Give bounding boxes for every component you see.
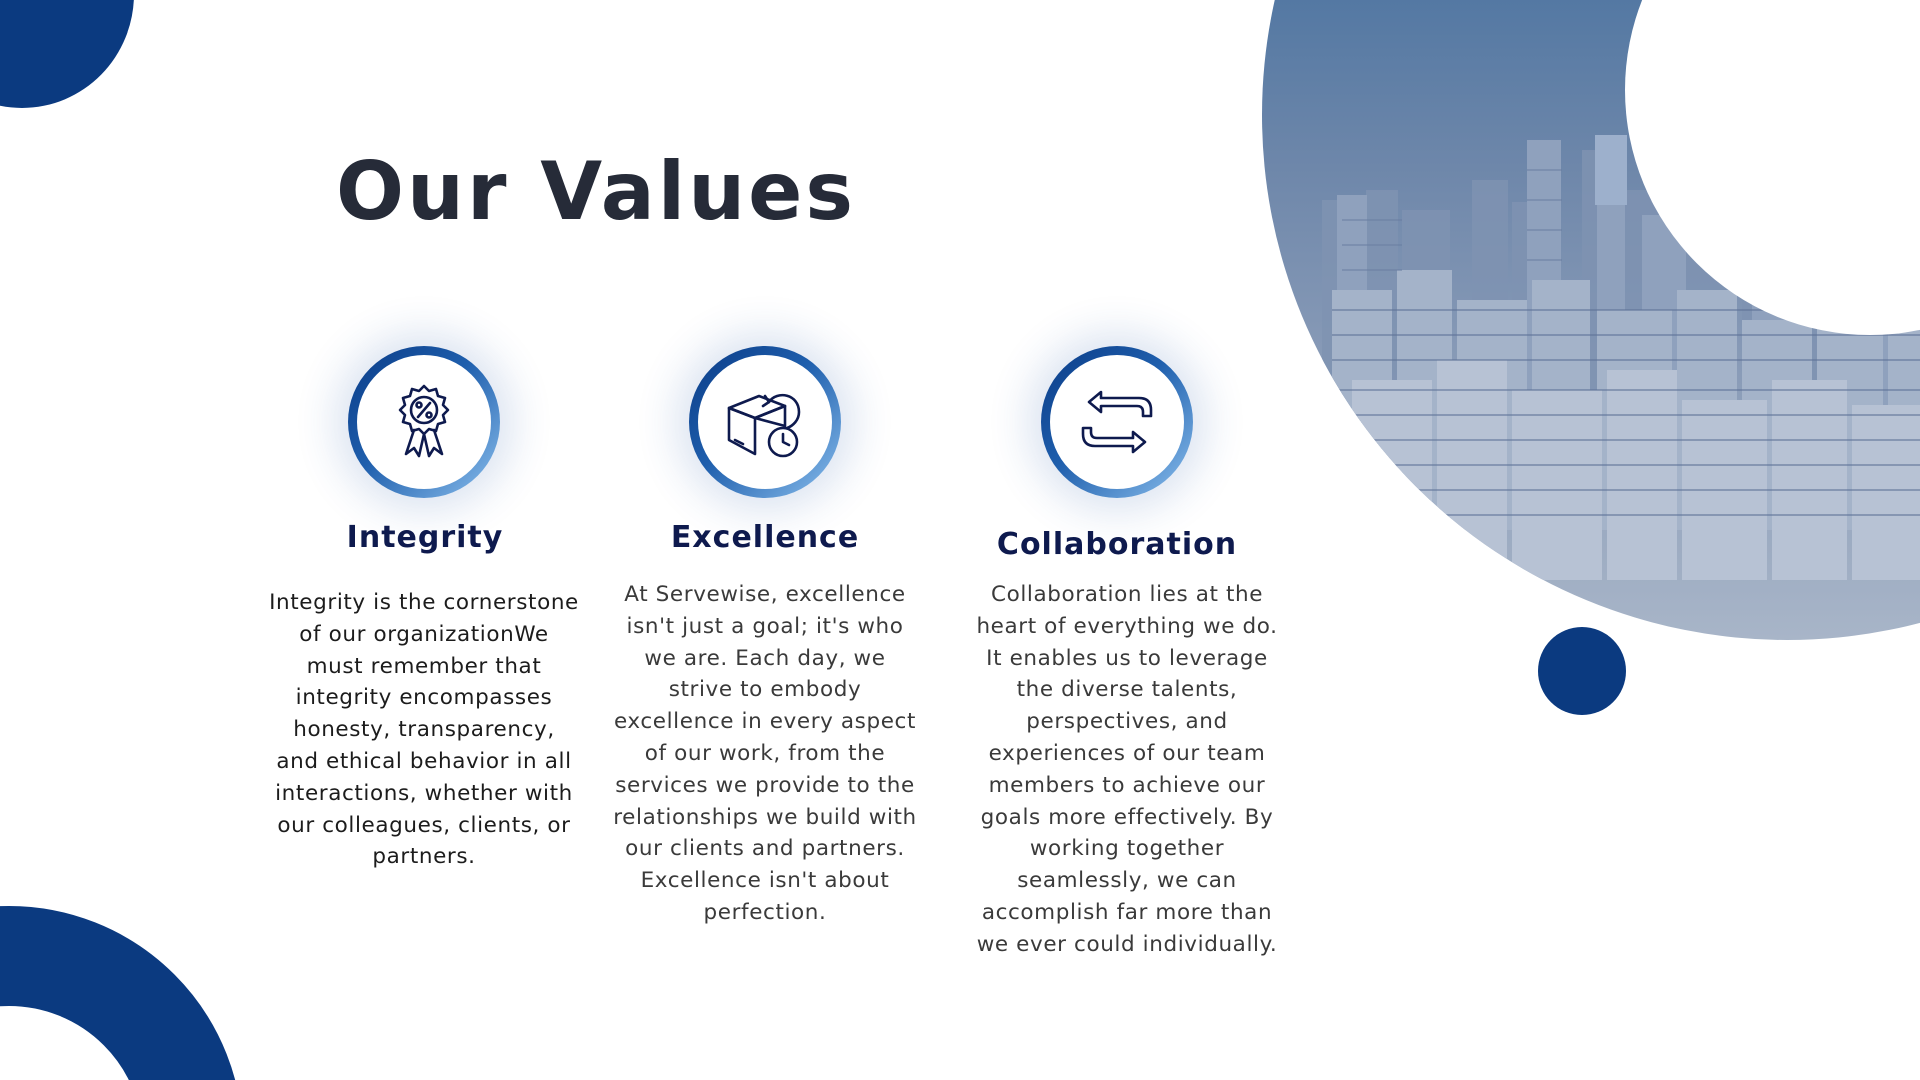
exchange-arrows-icon bbox=[1081, 390, 1153, 454]
value-text-collaboration: Collaboration lies at the heart of every… bbox=[976, 582, 1278, 957]
value-heading-collaboration: Collaboration bbox=[996, 527, 1238, 562]
value-heading-integrity: Integrity bbox=[346, 520, 504, 555]
decorative-ring-bottom-left bbox=[0, 906, 243, 1080]
value-text-excellence: At Servewise, excellence isn't just a go… bbox=[613, 582, 917, 925]
decorative-dot bbox=[1538, 627, 1626, 715]
value-text-integrity: Integrity is the cornerstone of our orga… bbox=[269, 590, 579, 870]
collaboration-icon-ring bbox=[1041, 346, 1193, 498]
decorative-circle-top-left bbox=[0, 0, 134, 108]
integrity-icon-ring bbox=[348, 346, 500, 498]
value-heading-excellence: Excellence bbox=[670, 520, 860, 555]
award-badge-icon bbox=[398, 384, 450, 458]
page-title: Our Values bbox=[336, 145, 857, 238]
package-delivery-icon bbox=[727, 393, 801, 458]
excellence-icon-ring bbox=[689, 346, 841, 498]
city-skyline-illustration bbox=[1322, 135, 1920, 580]
